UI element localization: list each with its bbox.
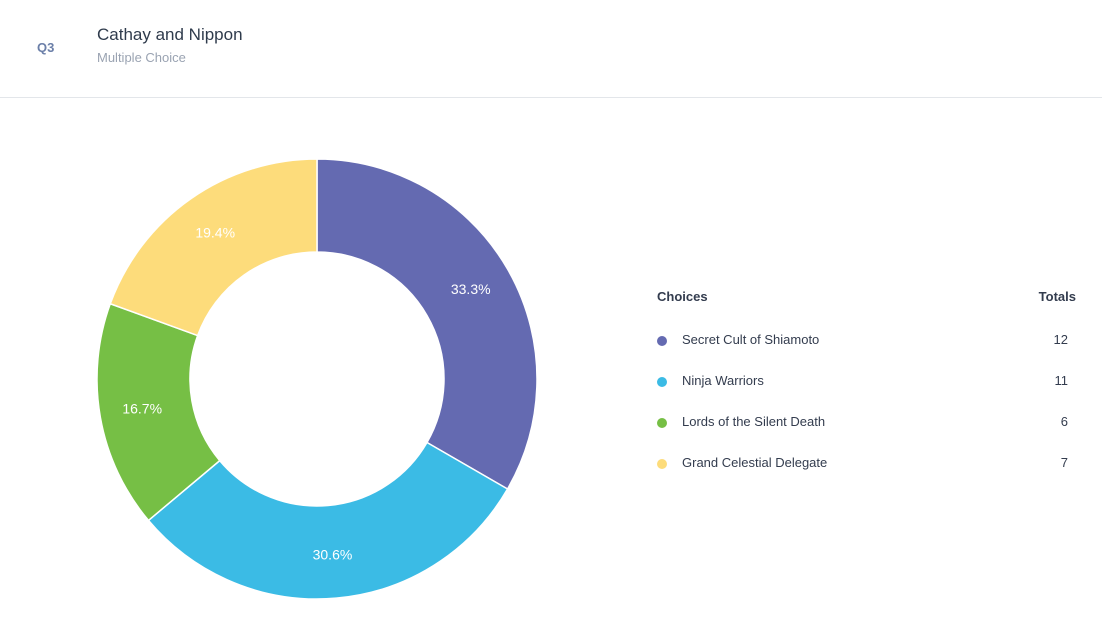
- question-header: Q3 Cathay and Nippon Multiple Choice: [0, 0, 1102, 98]
- legend-choice-total: 6: [1060, 414, 1068, 429]
- choices-heading: Choices: [657, 289, 708, 304]
- legend-header: Choices Totals: [657, 286, 1082, 310]
- slice-percent-label: 16.7%: [122, 401, 162, 417]
- legend-choice-total: 11: [1054, 373, 1069, 388]
- question-type: Multiple Choice: [97, 50, 186, 65]
- donut-slice[interactable]: [316, 158, 538, 491]
- donut-chart: 33.3% 30.6% 16.7% 19.4%: [96, 158, 538, 600]
- legend-choice-label: Secret Cult of Shiamoto: [682, 332, 820, 347]
- legend-row[interactable]: Ninja Warriors 11: [657, 371, 1082, 412]
- chart-legend: Choices Totals Secret Cult of Shiamoto 12…: [657, 286, 1082, 474]
- legend-choice-label: Grand Celestial Delegate: [682, 455, 828, 470]
- question-number: Q3: [37, 40, 55, 55]
- legend-color-dot: [657, 377, 667, 387]
- legend-choice-total: 12: [1053, 332, 1068, 347]
- legend-choice-label: Ninja Warriors: [682, 373, 764, 388]
- legend-color-dot: [657, 336, 667, 346]
- legend-choice-total: 7: [1060, 455, 1068, 470]
- slice-percent-label: 19.4%: [195, 224, 235, 240]
- legend-choice-label: Lords of the Silent Death: [682, 414, 826, 429]
- totals-heading: Totals: [1038, 289, 1076, 304]
- slice-percent-label: 33.3%: [451, 281, 491, 297]
- legend-row[interactable]: Lords of the Silent Death 6: [657, 412, 1082, 453]
- slice-percent-label: 30.6%: [313, 547, 353, 563]
- legend-row[interactable]: Secret Cult of Shiamoto 12: [657, 330, 1082, 371]
- legend-color-dot: [657, 459, 667, 469]
- legend-row[interactable]: Grand Celestial Delegate 7: [657, 453, 1082, 494]
- donut-slice[interactable]: [109, 158, 318, 337]
- donut-slice[interactable]: [147, 441, 509, 600]
- legend-rows: Secret Cult of Shiamoto 12 Ninja Warriors 1…: [657, 330, 1082, 494]
- question-title: Cathay and Nippon: [97, 25, 243, 44]
- legend-color-dot: [657, 418, 667, 428]
